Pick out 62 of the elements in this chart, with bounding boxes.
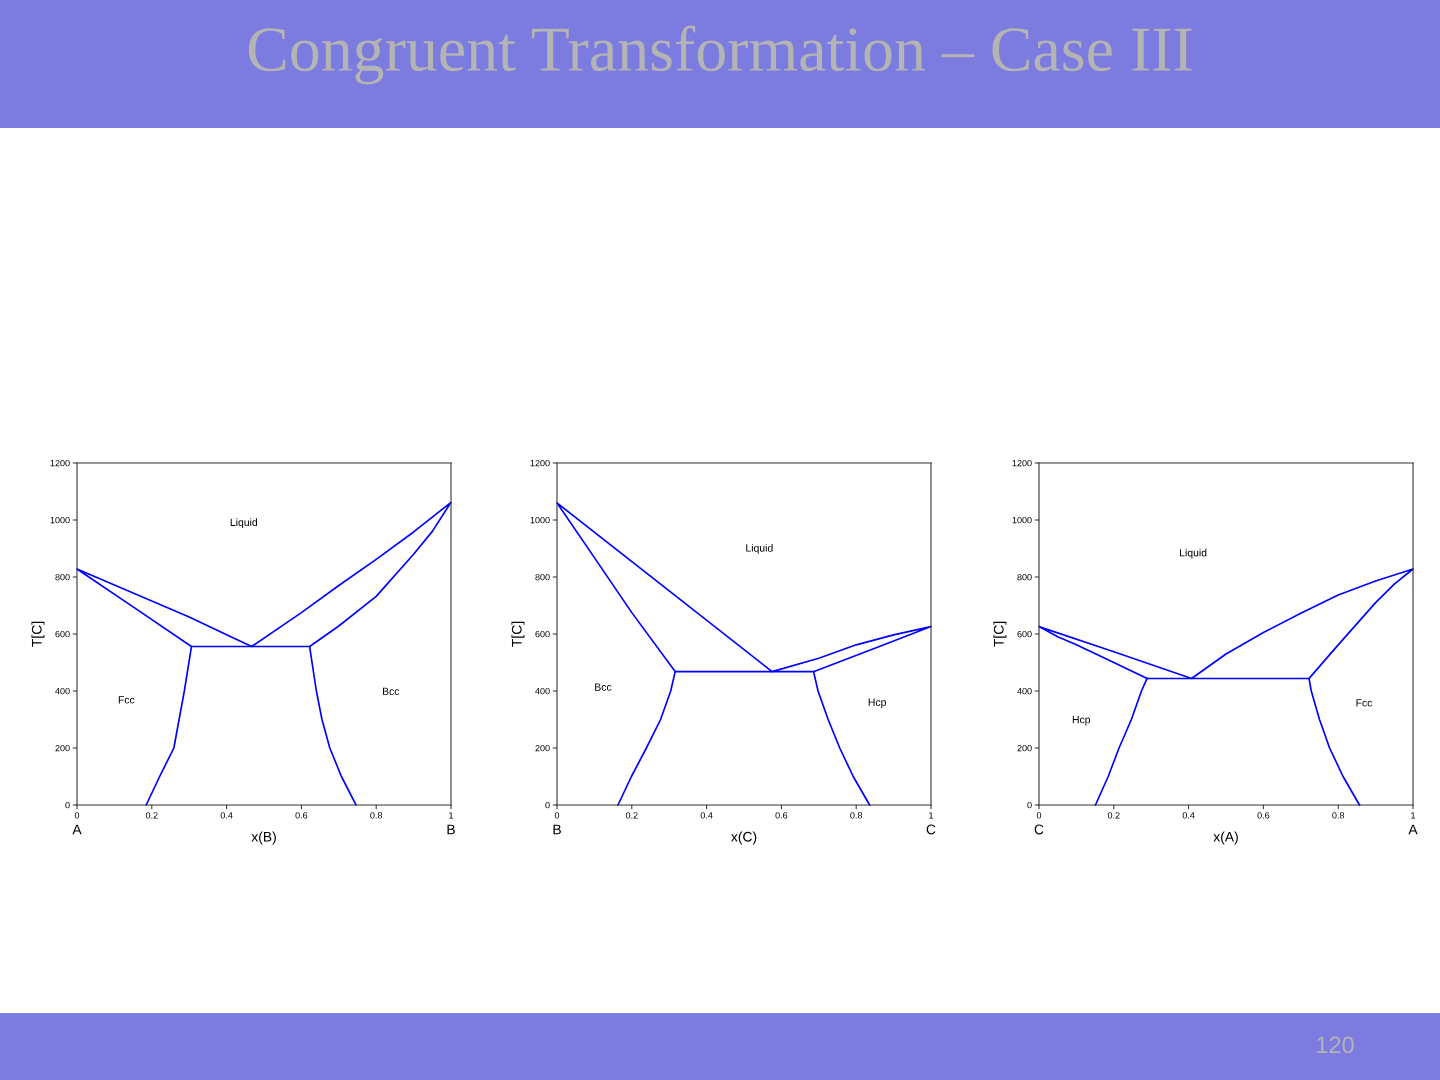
x-axis-title: x(A): [1213, 831, 1238, 845]
y-tick-label: 800: [1017, 573, 1032, 581]
y-tick-label: 600: [55, 630, 70, 638]
x-tick-label: 0.4: [700, 812, 713, 819]
y-axis-title: T[C]: [511, 621, 525, 647]
y-tick-label: 800: [55, 573, 70, 581]
annotation: Bcc: [382, 687, 400, 695]
text: C: [926, 824, 936, 835]
y-tick-label: 1200: [50, 459, 70, 467]
annotation: Liquid: [1180, 548, 1207, 559]
y-tick-label: 1200: [1012, 459, 1032, 467]
text: A: [1408, 824, 1418, 835]
x-tick-label: 0: [1036, 812, 1042, 819]
text: B: [553, 824, 561, 835]
annotation: Liquid: [746, 543, 773, 554]
x-tick-label: 0.2: [1107, 812, 1120, 819]
annotation: Hcp: [1072, 716, 1091, 726]
x-tick-label: 0.6: [295, 812, 308, 819]
x-tick-label: 0.2: [625, 812, 638, 819]
text: A: [72, 824, 82, 835]
y-tick-label: 1000: [50, 516, 70, 524]
y-axis-title: T[C]: [993, 621, 1007, 647]
x-tick-label: 0.4: [1182, 812, 1195, 819]
text: 120: [1317, 1036, 1354, 1054]
y-tick-label: 0: [545, 801, 550, 809]
y-tick-label: 400: [55, 687, 70, 695]
y-tick-label: 1000: [1012, 516, 1032, 524]
x-tick-label: 0.4: [220, 812, 233, 819]
x-tick-label: 0.8: [850, 812, 863, 819]
x-tick-label: 0: [74, 812, 80, 819]
x-tick-label: 1: [929, 812, 934, 819]
x-axis-title: x(C): [731, 831, 757, 845]
text: B: [447, 824, 455, 835]
y-tick-label: 600: [1017, 630, 1032, 638]
y-tick-label: 1000: [530, 516, 550, 524]
x-tick-label: 0: [554, 812, 560, 819]
text: C: [1034, 824, 1044, 835]
y-tick-label: 400: [535, 687, 550, 695]
y-tick-label: 600: [535, 630, 550, 638]
x-tick-label: 0.2: [145, 812, 158, 819]
x-axis-title: x(B): [251, 831, 276, 845]
text: Congruent Transformation – Case III: [248, 25, 1192, 85]
annotation: Hcp: [868, 698, 886, 708]
y-tick-label: 800: [535, 573, 550, 581]
y-axis-title: T[C]: [31, 621, 45, 647]
y-tick-label: 200: [1017, 744, 1032, 752]
x-tick-label: 0.8: [370, 812, 383, 819]
y-tick-label: 200: [55, 744, 70, 752]
x-tick-label: 1: [449, 812, 454, 819]
y-tick-label: 400: [1017, 687, 1032, 695]
y-tick-label: 1200: [530, 459, 550, 467]
x-tick-label: 0.6: [1257, 812, 1270, 819]
annotation: Liquid: [230, 518, 258, 529]
annotation: Bcc: [595, 683, 612, 691]
annotation: Fcc: [118, 696, 135, 704]
y-tick-label: 200: [535, 744, 550, 752]
x-tick-label: 0.6: [775, 812, 788, 819]
y-tick-label: 0: [65, 801, 70, 809]
y-tick-label: 0: [1027, 801, 1032, 809]
x-tick-label: 0.8: [1332, 812, 1345, 819]
x-tick-label: 1: [1411, 812, 1416, 819]
annotation: Fcc: [1356, 699, 1373, 707]
